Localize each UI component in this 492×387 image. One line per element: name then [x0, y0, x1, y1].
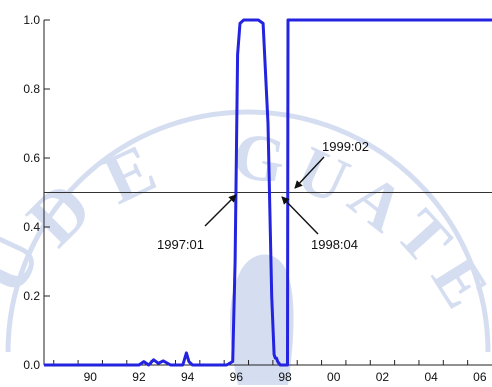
series-line: [44, 18, 492, 367]
x-tick-label: 06: [473, 370, 487, 384]
y-axis-ticks: 0.0 0.2 0.4 0.6 0.8 1.0: [23, 13, 50, 372]
annotation-1997-01: 1997:01: [157, 194, 237, 252]
y-tick-label: 0.0: [23, 358, 40, 372]
annotation-label-1998-04: 1998:04: [311, 237, 358, 252]
x-tick-label: 90: [84, 370, 98, 384]
x-tick-label: 96: [230, 370, 244, 384]
seal-ring: [5, 109, 491, 353]
annotation-1999-02: 1999:02: [294, 139, 369, 189]
y-tick-label: 0.6: [23, 151, 40, 165]
university-seal-watermark: U D E G U A T E: [0, 109, 492, 385]
x-tick-label: 98: [278, 370, 292, 384]
annotation-arrow-1997-01: [204, 194, 237, 227]
y-tick-label: 0.2: [23, 289, 40, 303]
x-tick-label: 94: [181, 370, 195, 384]
x-axis-ticks: 90 92 94 96 98 00 02 04 06: [53, 360, 487, 384]
seal-emblem: [230, 254, 294, 385]
x-tick-label: 04: [424, 370, 438, 384]
annotation-1998-04: 1998:04: [281, 196, 358, 252]
y-tick-label: 0.4: [23, 220, 40, 234]
x-tick-label: 02: [376, 370, 390, 384]
y-tick-label: 1.0: [23, 13, 40, 27]
y-tick-label: 0.8: [23, 82, 40, 96]
x-tick-label: 00: [327, 370, 341, 384]
annotation-arrow-1998-04: [281, 196, 319, 235]
annotation-label-1999-02: 1999:02: [322, 139, 369, 154]
annotation-arrow-1999-02: [294, 156, 325, 189]
x-tick-label: 92: [132, 370, 146, 384]
annotation-label-1997-01: 1997:01: [157, 237, 204, 252]
